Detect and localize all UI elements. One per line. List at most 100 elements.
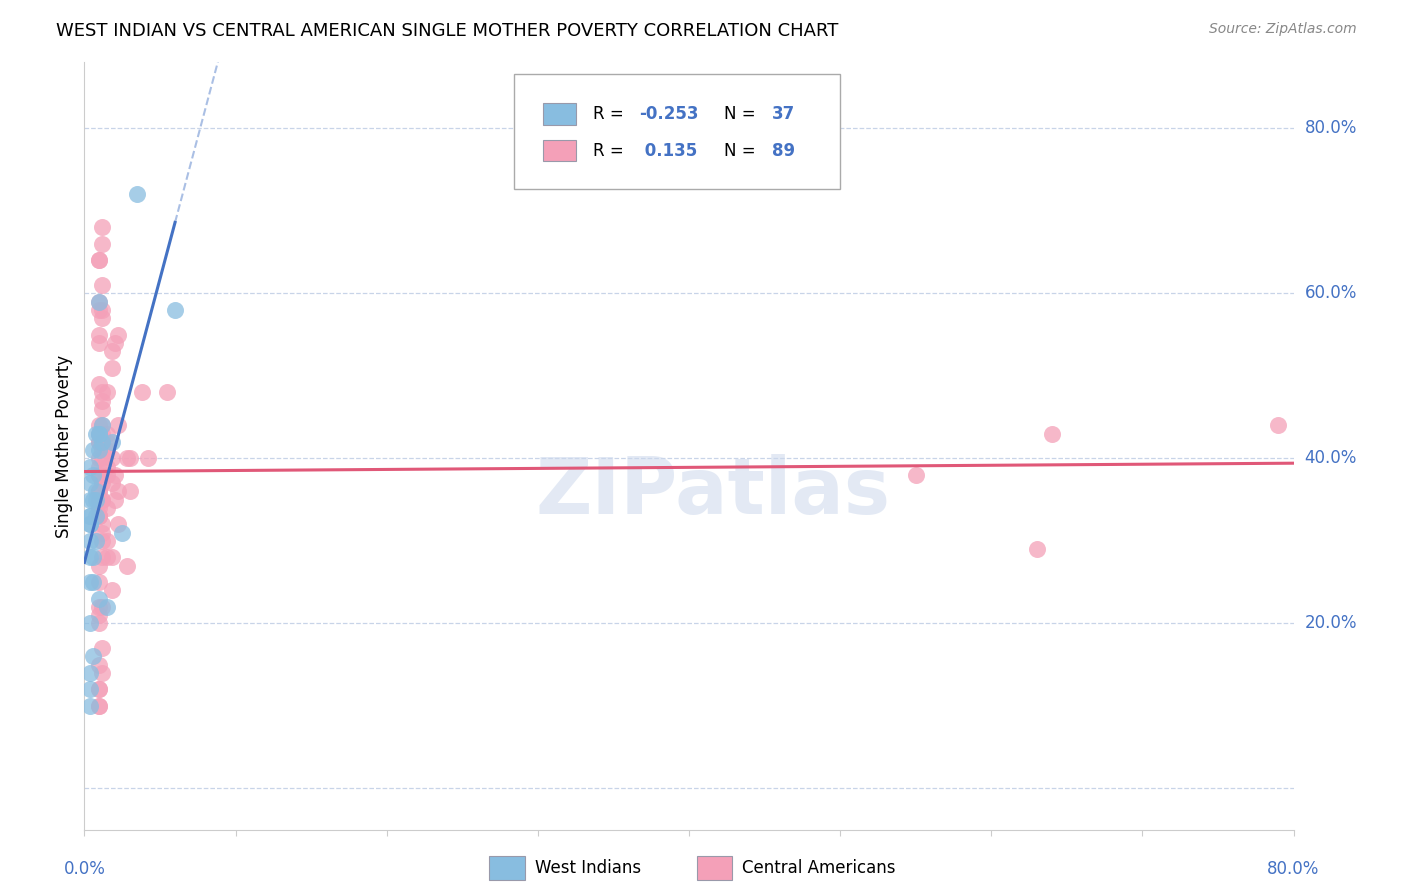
Point (86, 492, 108, 507)
Text: 80.0%: 80.0% (1267, 860, 1320, 878)
Point (89, 484, 111, 499)
Point (89, 467, 111, 482)
FancyBboxPatch shape (489, 856, 524, 880)
Point (89, 253, 111, 268)
Point (89, 509, 111, 524)
Text: 20.0%: 20.0% (1305, 615, 1357, 632)
FancyBboxPatch shape (697, 856, 733, 880)
Point (89, 500, 111, 515)
Point (91, 451, 114, 466)
Point (79, 509, 101, 524)
Point (91, 550, 114, 565)
Point (91, 311, 114, 326)
Text: ZIPatlas: ZIPatlas (536, 454, 890, 530)
Point (91, 492, 114, 507)
Point (89, 657, 111, 672)
Point (89, 443, 111, 458)
Point (89, 434, 111, 449)
Point (82, 492, 104, 507)
Y-axis label: Single Mother Poverty: Single Mother Poverty (55, 354, 73, 538)
Text: Source: ZipAtlas.com: Source: ZipAtlas.com (1209, 22, 1357, 37)
Point (91, 393, 114, 408)
FancyBboxPatch shape (543, 140, 576, 161)
Point (89, 253, 111, 268)
Point (131, 385, 153, 400)
Point (89, 327, 111, 342)
Text: N =: N = (724, 142, 761, 160)
Point (136, 451, 159, 466)
Text: Central Americans: Central Americans (742, 859, 896, 877)
Text: 40.0%: 40.0% (1305, 450, 1357, 467)
Point (107, 517, 129, 532)
Point (104, 492, 127, 507)
Point (96, 599, 118, 614)
Point (91, 434, 114, 449)
Point (86, 484, 108, 499)
Point (100, 451, 122, 466)
Point (104, 467, 127, 482)
Point (79, 575, 101, 590)
Point (96, 533, 118, 548)
Point (100, 476, 122, 491)
Point (1025, 542, 1047, 557)
Point (89, 509, 111, 524)
Point (89, 616, 111, 631)
Point (91, 401, 114, 416)
Point (100, 360, 122, 375)
Point (89, 682, 111, 697)
Point (100, 344, 122, 359)
Point (89, 608, 111, 623)
Point (89, 434, 111, 449)
Point (89, 492, 111, 507)
Point (89, 426, 111, 441)
Text: -0.253: -0.253 (640, 105, 699, 123)
Point (91, 418, 114, 433)
Point (89, 484, 111, 499)
Point (82, 467, 104, 482)
Point (89, 418, 111, 433)
Point (91, 434, 114, 449)
Point (89, 294, 111, 309)
Point (82, 550, 104, 565)
Point (89, 426, 111, 441)
Point (86, 426, 108, 441)
Text: N =: N = (724, 105, 761, 123)
Point (91, 492, 114, 507)
Point (91, 665, 114, 680)
Point (96, 550, 118, 565)
Point (79, 509, 101, 524)
Point (107, 484, 129, 499)
Point (118, 451, 141, 466)
Point (96, 443, 118, 458)
Point (104, 335, 127, 350)
Point (107, 327, 129, 342)
Point (96, 426, 118, 441)
Point (89, 377, 111, 392)
Point (89, 294, 111, 309)
Point (107, 418, 129, 433)
Point (79, 616, 101, 631)
FancyBboxPatch shape (513, 74, 841, 189)
Point (1267, 418, 1289, 433)
Point (79, 682, 101, 697)
Point (115, 451, 138, 466)
Point (96, 434, 118, 449)
Point (100, 583, 122, 598)
Point (96, 459, 118, 474)
Point (89, 558, 111, 573)
Point (89, 575, 111, 590)
Point (79, 492, 101, 507)
Point (91, 418, 114, 433)
Point (115, 558, 138, 573)
Text: West Indians: West Indians (534, 859, 641, 877)
Point (89, 451, 111, 466)
Point (118, 484, 141, 499)
Point (91, 278, 114, 293)
Point (89, 426, 111, 441)
Point (904, 467, 927, 482)
Text: WEST INDIAN VS CENTRAL AMERICAN SINGLE MOTHER POVERTY CORRELATION CHART: WEST INDIAN VS CENTRAL AMERICAN SINGLE M… (56, 22, 838, 40)
Point (127, 187, 149, 202)
Point (79, 698, 101, 713)
Point (79, 476, 101, 491)
Point (82, 575, 104, 590)
